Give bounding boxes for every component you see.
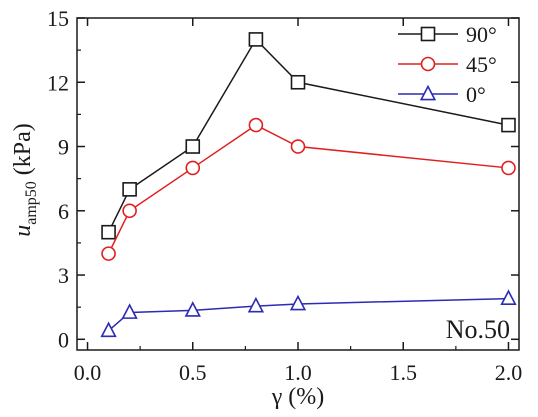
data-point-circle <box>501 160 516 176</box>
legend-label: 0° <box>466 82 486 107</box>
legend-marker-triangle <box>419 84 437 101</box>
data-point-circle <box>101 246 116 261</box>
legend-label: 90° <box>466 22 497 47</box>
y-axis-title-main: u <box>10 225 36 237</box>
data-point-triangle <box>500 289 517 305</box>
data-point-square <box>185 139 201 154</box>
data-point-square <box>101 224 116 240</box>
data-point-triangle <box>100 321 117 338</box>
legend-marker-square <box>420 26 436 42</box>
x-tick-label: 1.0 <box>284 360 312 385</box>
data-point-circle <box>248 117 264 133</box>
x-axis-title: γ (%) <box>271 384 325 410</box>
y-tick-label: 6 <box>58 199 69 224</box>
x-tick-label: 2.0 <box>495 360 523 385</box>
y-tick-label: 0 <box>58 327 69 352</box>
legend-label: 45° <box>466 52 497 77</box>
y-axis-title: uamp50 (kPa) <box>10 123 40 237</box>
panel-annotation: No.50 <box>446 315 510 344</box>
legend: 90° 45° 0° <box>398 22 497 107</box>
y-axis-title-subscript: amp50 <box>23 181 40 225</box>
x-tick-label: 0.0 <box>74 360 102 385</box>
data-point-square <box>290 74 306 90</box>
y-tick-label: 15 <box>47 6 69 31</box>
series-line <box>107 38 509 233</box>
y-tick-label: 3 <box>58 263 69 288</box>
data-series <box>100 32 517 338</box>
y-axis-ticks: 0 3 6 9 12 15 <box>47 6 519 352</box>
data-point-circle <box>122 203 137 219</box>
x-tick-label: 0.5 <box>179 360 207 385</box>
data-point-circle <box>290 139 306 154</box>
data-point-triangle <box>121 303 138 319</box>
data-point-triangle <box>289 294 307 311</box>
data-point-square <box>248 32 264 47</box>
y-tick-label: 12 <box>47 70 69 95</box>
data-point-triangle <box>247 296 265 313</box>
data-point-square <box>501 117 516 133</box>
x-tick-label: 1.5 <box>389 360 417 385</box>
data-point-circle <box>185 160 201 176</box>
y-tick-label: 9 <box>58 135 69 160</box>
series-line <box>107 124 509 254</box>
data-point-square <box>122 182 137 197</box>
x-axis-ticks: 0.0 0.5 1.0 1.5 2.0 <box>74 18 522 385</box>
legend-marker-circle <box>420 56 436 72</box>
data-point-triangle <box>184 301 201 317</box>
y-axis-title-unit: (kPa) <box>10 123 36 181</box>
